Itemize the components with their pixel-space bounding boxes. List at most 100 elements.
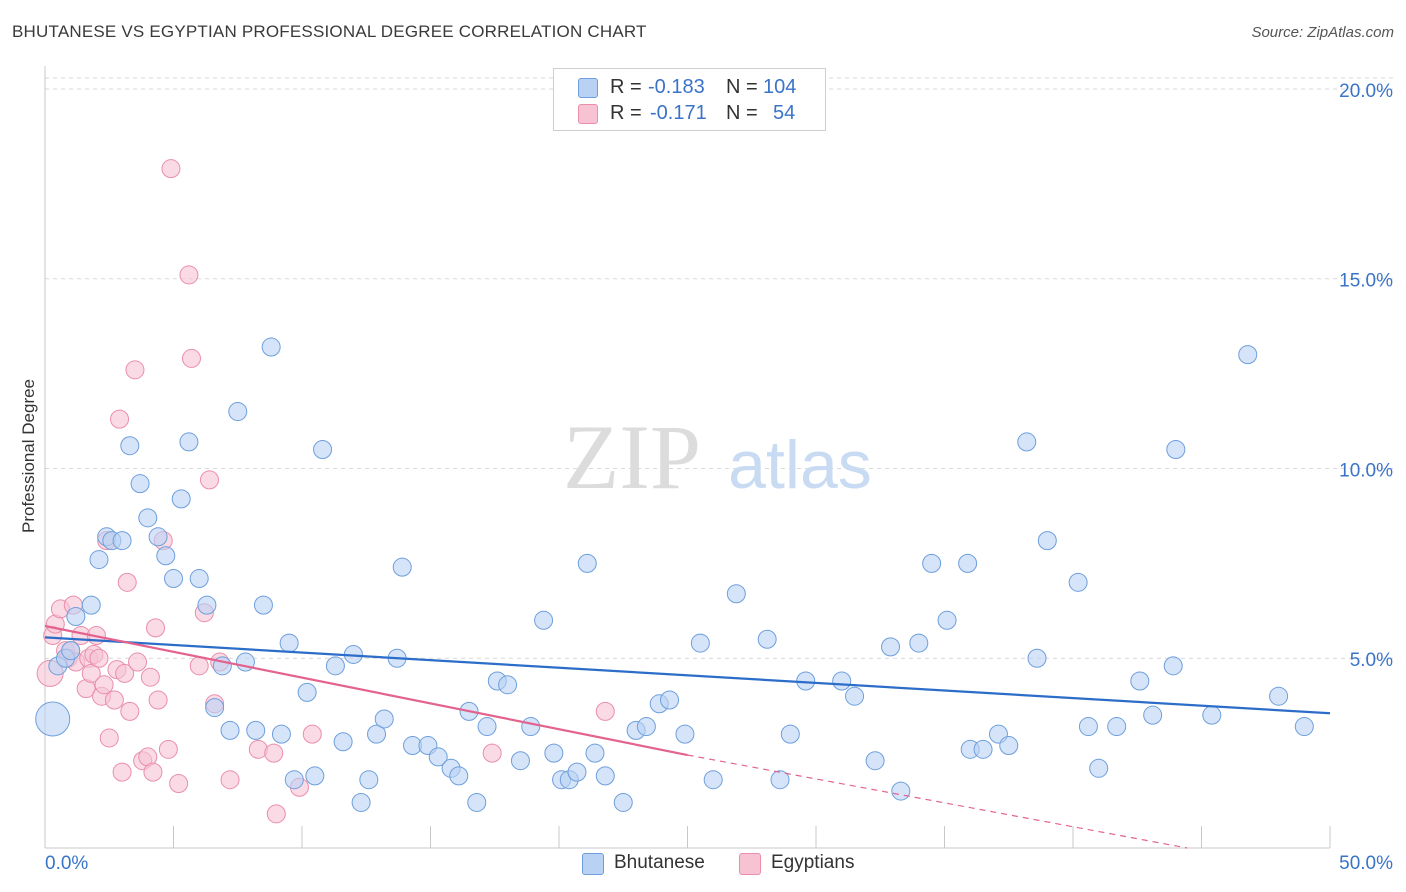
egyptians-point (148, 690, 168, 710)
bhutanese-point (171, 489, 191, 509)
bhutanese-point (1238, 345, 1258, 365)
bhutanese-point (228, 402, 248, 422)
bhutanese-point (271, 724, 291, 744)
legend-n-value-bhutanese: 104 (763, 76, 797, 98)
bhutanese-point (1107, 717, 1127, 737)
x-tick-label: 50.0% (1339, 853, 1393, 874)
egyptians-point (99, 728, 119, 748)
legend-n-label: N = (726, 76, 758, 98)
bhutanese-point (770, 770, 790, 790)
egyptians-point (81, 663, 101, 683)
bhutanese-point (1089, 758, 1109, 778)
y-tick-label: 20.0% (1339, 81, 1393, 102)
bhutanese-point (120, 436, 140, 456)
bhutanese-point (428, 747, 448, 767)
egyptians-point (264, 743, 284, 763)
egyptians-point (181, 348, 201, 368)
bhutanese-point (544, 743, 564, 763)
egyptians-point (140, 667, 160, 687)
egyptians-point (266, 804, 286, 824)
bhutanese-point (534, 610, 554, 630)
watermark-atlas: atlas (728, 427, 872, 503)
egyptians-point (115, 663, 135, 683)
bhutanese-point (205, 698, 225, 718)
bhutanese-point (164, 569, 183, 589)
bhutanese-point (1143, 705, 1163, 725)
egyptians-point (94, 675, 114, 695)
bhutanese-point (35, 701, 71, 737)
bhutanese-point (156, 546, 176, 566)
bhutanese-point (81, 595, 101, 615)
egyptians-point (302, 724, 322, 744)
y-tick-label: 10.0% (1339, 460, 1393, 481)
egyptians-point (104, 690, 124, 710)
bhutanese-point (449, 766, 469, 786)
watermark: ZIP atlas (563, 406, 872, 508)
egyptians-point (117, 572, 137, 592)
egyptians-point (112, 762, 132, 782)
bhutanese-point (510, 751, 530, 771)
bhutanese-point (253, 595, 273, 615)
bhutanese-point (1294, 717, 1314, 737)
axes (44, 66, 1331, 849)
watermark-zip: ZIP (563, 406, 701, 508)
bhutanese-point (567, 762, 587, 782)
bhutanese-point (261, 337, 281, 357)
bhutanese-point (1269, 686, 1289, 706)
bhutanese-point (909, 633, 929, 653)
egyptians-point (110, 409, 130, 429)
egyptians-point (199, 470, 219, 490)
bhutanese-point (881, 637, 901, 657)
bhutanese-point (279, 633, 299, 653)
bhutanese-point (305, 766, 325, 786)
bhutanese-point (690, 633, 710, 653)
bhutanese-trend-line (44, 636, 1331, 715)
y-axis-label: Professional Degree (19, 379, 38, 533)
bhutanese-point (973, 739, 993, 759)
bhutanese-point (392, 557, 412, 577)
bhutanese-point (325, 656, 345, 676)
y-tick-label: 15.0% (1339, 271, 1393, 292)
grid-lines (45, 77, 1395, 659)
bottom-legend-swatch-egyptians (739, 853, 761, 875)
egyptians-point (158, 739, 178, 759)
egyptians-point (169, 773, 189, 793)
bhutanese-point (1037, 531, 1057, 551)
legend-swatch-egyptians (578, 104, 598, 124)
bhutanese-point (1163, 656, 1183, 676)
bhutanese-point (595, 766, 615, 786)
bhutanese-point (467, 792, 487, 812)
y-tick-label: 5.0% (1350, 650, 1393, 671)
bhutanese-point (660, 690, 680, 710)
tick-labels: 5.0% 10.0% 15.0% 20.0% 0.0% 50.0% (45, 81, 1393, 874)
legend-n-label: N = (726, 102, 758, 124)
bhutanese-point (726, 584, 746, 604)
egyptians-point (125, 360, 145, 380)
bottom-legend-swatch-bhutanese (582, 853, 604, 875)
bhutanese-point (891, 781, 911, 801)
x-tick-label: 0.0% (45, 853, 88, 874)
bhutanese-point (284, 770, 304, 790)
egyptians-trend-extension (687, 754, 1188, 849)
bhutanese-point (703, 770, 723, 790)
bhutanese-point (89, 550, 109, 570)
bhutanese-point (613, 792, 633, 812)
egyptians-point (189, 656, 209, 676)
bhutanese-point (220, 720, 240, 740)
bhutanese-point (66, 606, 86, 626)
bhutanese-point (585, 743, 605, 763)
bottom-legend-label-bhutanese: Bhutanese (614, 852, 705, 873)
legend-r-value-bhutanese: -0.183 (648, 76, 705, 98)
bhutanese-point (999, 736, 1019, 756)
bhutanese-point (865, 751, 885, 771)
chart-title: BHUTANESE VS EGYPTIAN PROFESSIONAL DEGRE… (12, 22, 647, 41)
bhutanese-point (351, 792, 371, 812)
bhutanese-point (130, 474, 150, 494)
bhutanese-point (757, 629, 777, 649)
bhutanese-point (359, 770, 379, 790)
egyptians-point (120, 701, 140, 721)
bhutanese-point (521, 717, 541, 737)
bhutanese-point (61, 641, 81, 661)
bhutanese-point (297, 682, 317, 702)
legend-r-label: R = (610, 102, 642, 124)
